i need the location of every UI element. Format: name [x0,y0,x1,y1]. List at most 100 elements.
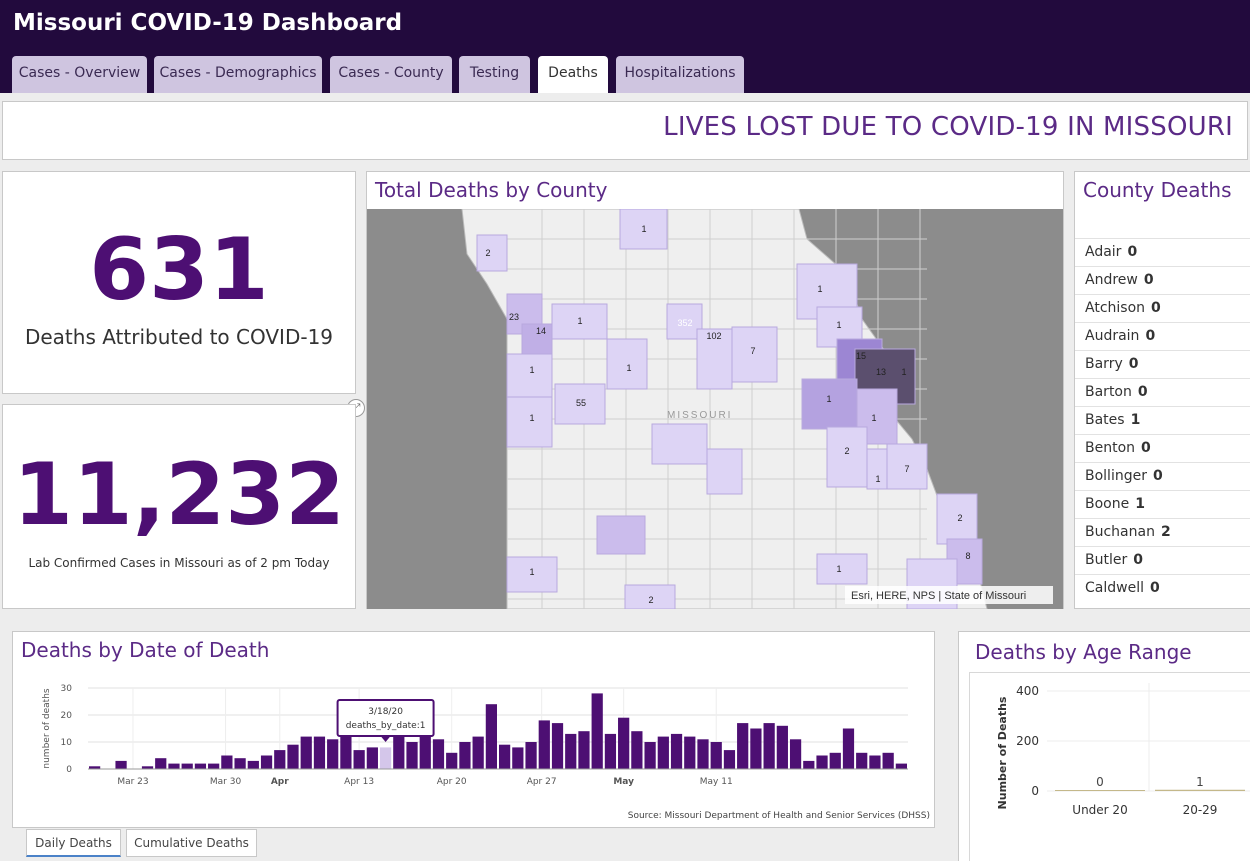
county-value: 0 [1128,356,1139,372]
county-death-label: 1 [577,316,582,326]
daily-deaths-panel: Deaths by Date of Death 0 10 20 30 number of… [12,631,935,828]
county-death-label: 8 [965,551,970,561]
bar [406,742,418,769]
county-shape [596,515,646,555]
county-shape [476,234,508,272]
bar [882,752,894,769]
bar [591,693,603,769]
bar [710,742,722,769]
y-tick-label: 10 [61,738,73,748]
bar [459,742,471,769]
bar [89,766,101,769]
county-list[interactable]: Adair 0 Andrew 0 Atchison 0 Audrain 0 Barry 0 Bart… [1075,238,1250,602]
tooltip-pointer [380,736,391,742]
county-death-label: 14 [536,326,546,336]
tab-cases-overview[interactable]: Cases - Overview [12,56,147,93]
county-list-item[interactable]: Caldwell 0 [1075,574,1250,602]
age-bar [1055,790,1145,791]
age-chart-title: Deaths by Age Range [975,640,1192,664]
county-shape [696,328,733,390]
x-tick-label: Apr [271,777,289,787]
county-shape [936,493,978,545]
bar [115,760,127,769]
bar [803,760,815,769]
county-list-item[interactable]: Benton 0 [1075,434,1250,462]
county-list-item[interactable]: Butler 0 [1075,546,1250,574]
bar [300,736,312,769]
county-shape [619,209,668,250]
county-death-label: 15 [856,351,866,361]
age-chart-frame [969,672,1250,861]
daily-chart-title: Deaths by Date of Death [21,638,270,662]
county-name: Benton [1085,440,1136,456]
county-list-item[interactable]: Atchison 0 [1075,294,1250,322]
bar [419,733,431,769]
county-list-item[interactable]: Boone 1 [1075,490,1250,518]
age-category-label: Under 20 [1072,803,1127,817]
county-shape [731,326,778,383]
county-name: Barton [1085,384,1132,400]
county-value: 0 [1149,580,1160,596]
county-list-item[interactable]: Audrain 0 [1075,322,1250,350]
county-list-item[interactable]: Andrew 0 [1075,266,1250,294]
bar [181,763,193,769]
daily-deaths-chart[interactable]: 0 10 20 30 number of deaths Mar 23 Mar 30 Apr Ap… [13,632,934,827]
county-name: Buchanan [1085,524,1155,540]
county-list-item[interactable]: Adair 0 [1075,238,1250,266]
x-tick-label: Apr 27 [527,777,557,787]
x-tick-label: May 11 [700,777,733,787]
county-value: 0 [1137,384,1148,400]
bar [432,739,445,769]
cases-label: Lab Confirmed Cases in Missouri as of 2 … [28,556,330,570]
county-shape [551,303,608,340]
county-list-item[interactable]: Buchanan 2 [1075,518,1250,546]
banner-panel: LIVES LOST DUE TO COVID-19 IN MISSOURI [2,101,1248,160]
subtab-cumulative-deaths[interactable]: Cumulative Deaths [126,829,257,857]
tab-deaths[interactable]: Deaths [538,56,608,93]
bar [829,752,841,769]
app-header: Missouri COVID-19 Dashboard Cases - Over… [0,0,1250,93]
cases-card: 11,232 Lab Confirmed Cases in Missouri a… [2,404,356,609]
subtab-daily-deaths[interactable]: Daily Deaths [26,829,121,857]
county-list-item[interactable]: Barry 0 [1075,350,1250,378]
tab-cases-demographics[interactable]: Cases - Demographics [154,56,322,93]
county-name: Caldwell [1085,580,1144,596]
county-value: 1 [1130,412,1141,428]
bar [155,758,167,769]
county-name: Adair [1085,244,1122,260]
county-death-label: 23 [509,312,519,322]
bar [856,752,868,769]
age-range-chart[interactable]: 0 200 400 Number of Deaths 0 Under 20 1 20-29 [959,632,1250,858]
county-list-item[interactable]: Bates 1 [1075,406,1250,434]
bar [723,750,736,769]
tooltip-date: 3/18/20 [368,707,403,717]
county-list-title: County Deaths [1083,178,1232,202]
county-name: Andrew [1085,272,1138,288]
county-value: 0 [1127,244,1138,260]
age-category-label: 20-29 [1183,803,1218,817]
tab-cases-county[interactable]: Cases - County [330,56,452,93]
age-y-tick-label: 200 [1016,734,1039,748]
county-deaths-panel: County Deaths Adair 0 Andrew 0 Atchison 0 Audr… [1074,171,1250,609]
county-shape [506,556,558,593]
y-tick-label: 20 [61,711,73,721]
chart-source: Source: Missouri Department of Health an… [627,811,930,821]
county-value: 0 [1141,440,1151,456]
chart-tooltip: 3/18/20 deaths_by_date:1 [336,699,435,742]
county-name: Bollinger [1085,468,1147,484]
county-death-label: 2 [844,446,849,456]
county-value: 0 [1143,272,1154,288]
county-death-label: 1 [871,413,876,423]
county-value: 0 [1152,468,1163,484]
bar [750,728,762,769]
bar [485,704,497,769]
county-death-label: 7 [904,464,909,474]
bar [168,763,180,769]
tab-hospitalizations[interactable]: Hospitalizations [616,56,744,93]
tab-testing[interactable]: Testing [459,56,530,93]
banner-title: LIVES LOST DUE TO COVID-19 IN MISSOURI [663,112,1233,142]
county-list-item[interactable]: Barton 0 [1075,378,1250,406]
county-list-item[interactable]: Bollinger 0 [1075,462,1250,490]
bar [234,758,246,769]
